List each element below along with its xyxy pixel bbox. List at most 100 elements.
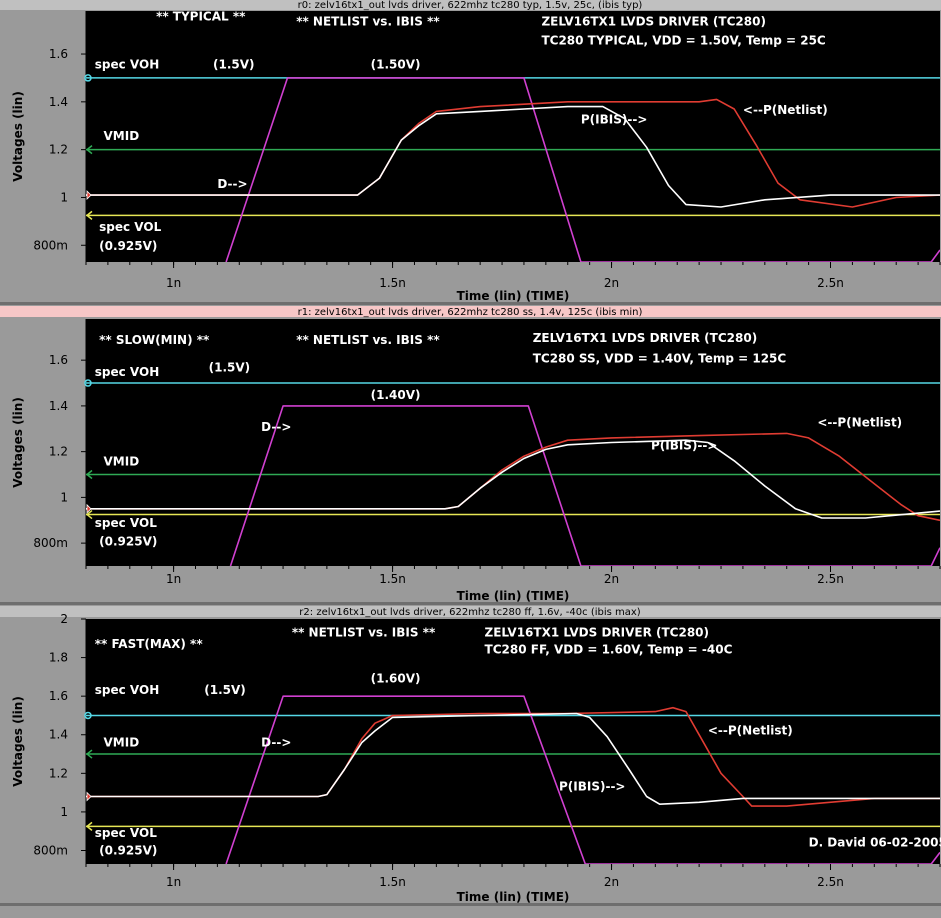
x-tick-label: 1n xyxy=(166,276,181,290)
annotation-text: ** NETLIST vs. IBIS ** xyxy=(296,14,440,28)
annotation-text: VMID xyxy=(104,129,140,143)
plot-area[interactable] xyxy=(86,11,940,262)
annotation-text: P(IBIS)--> xyxy=(651,438,718,452)
y-tick-label: 1.4 xyxy=(49,95,68,109)
x-axis-label: Time (lin) (TIME) xyxy=(457,890,570,904)
y-axis-label: Voltages (lin) xyxy=(11,696,25,787)
trace-start-marker xyxy=(86,190,92,201)
annotation-text: (1.5V) xyxy=(204,683,246,697)
annotation-text: <--P(Netlist) xyxy=(708,724,793,738)
annotation-text: P(IBIS)--> xyxy=(581,112,648,126)
series-line-pibis xyxy=(86,105,940,208)
annotation-text: (1.40V) xyxy=(371,388,421,402)
plot-area[interactable] xyxy=(86,319,940,566)
panel-title-bar[interactable] xyxy=(0,0,941,10)
annotation-text: (1.50V) xyxy=(371,57,421,71)
panel-separator xyxy=(0,903,941,906)
x-tick-label: 1.5n xyxy=(379,875,406,889)
annotation-text: spec VOH xyxy=(95,683,159,697)
series-line-d xyxy=(225,77,940,262)
plot-content xyxy=(86,77,940,262)
annotation-text: P(IBIS)--> xyxy=(559,780,626,794)
annotation-text: (1.60V) xyxy=(371,672,421,686)
x-tick-label: 2.5n xyxy=(817,276,844,290)
y-tick-label: 2 xyxy=(60,612,68,626)
annotation-text: spec VOL xyxy=(99,220,161,234)
annotation-text: spec VOH xyxy=(95,57,159,71)
y-tick-label: 1.6 xyxy=(49,689,68,703)
series-line-pibis xyxy=(86,439,940,519)
y-tick-label: 1.8 xyxy=(49,651,68,665)
panel-separator xyxy=(0,302,941,305)
y-tick-label: 1.2 xyxy=(49,143,68,157)
vmid-marker xyxy=(85,469,93,480)
panel-separator xyxy=(0,602,941,605)
annotation-text: (1.5V) xyxy=(209,361,251,375)
annotation-text: <--P(Netlist) xyxy=(743,103,828,117)
x-tick-label: 2n xyxy=(604,276,619,290)
annotation-text: TC280 TYPICAL, VDD = 1.50V, Temp = 25C xyxy=(541,33,825,47)
x-tick-label: 2n xyxy=(604,572,619,586)
series-line-pibis xyxy=(86,712,940,806)
y-tick-label: 1 xyxy=(60,490,68,504)
series-line-d xyxy=(229,405,940,566)
y-tick-label: 1.2 xyxy=(49,766,68,780)
vmid-marker xyxy=(85,749,93,759)
y-tick-label: 1 xyxy=(60,190,68,204)
annotation-text: ** NETLIST vs. IBIS ** xyxy=(296,333,440,347)
annotation-text: spec VOL xyxy=(95,826,157,840)
plot-content xyxy=(86,695,940,864)
x-tick-label: 1.5n xyxy=(379,572,406,586)
trace-start-marker xyxy=(86,791,92,802)
y-tick-label: 1.6 xyxy=(49,353,68,367)
plot-area[interactable] xyxy=(86,619,940,864)
annotation-text: spec VOH xyxy=(95,365,159,379)
y-axis-label: Voltages (lin) xyxy=(11,91,25,182)
y-axis-label: Voltages (lin) xyxy=(11,397,25,488)
x-tick-label: 2n xyxy=(604,875,619,889)
annotation-text: <--P(Netlist) xyxy=(817,415,902,429)
x-axis-label: Time (lin) (TIME) xyxy=(457,589,570,603)
y-tick-label: 800m xyxy=(33,238,68,252)
chart-panel-1: r1: zelv16tx1_out lvds driver, 622mhz tc… xyxy=(0,306,941,605)
panel-title: r2: zelv16tx1_out lvds driver, 622mhz tc… xyxy=(299,607,641,618)
annotation-text: (0.925V) xyxy=(99,239,157,253)
y-tick-label: 1.2 xyxy=(49,445,68,459)
annotation-text: ** NETLIST vs. IBIS ** xyxy=(292,625,436,639)
x-tick-label: 2.5n xyxy=(817,572,844,586)
annotation-text: (0.925V) xyxy=(99,843,157,857)
x-tick-label: 1n xyxy=(166,875,181,889)
voh-marker xyxy=(84,379,92,387)
vmid-marker xyxy=(85,145,93,155)
panel-title-bar[interactable] xyxy=(0,306,941,317)
annotation-text: D--> xyxy=(217,177,247,191)
annotation-text: D. David 06-02-2005 xyxy=(809,836,941,850)
y-tick-label: 1 xyxy=(60,805,68,819)
voh-marker xyxy=(84,711,92,720)
annotation-text: TC280 FF, VDD = 1.60V, Temp = -40C xyxy=(485,643,733,657)
annotation-text: ** FAST(MAX) ** xyxy=(95,637,204,651)
y-tick-label: 800m xyxy=(33,536,68,550)
annotation-text: spec VOL xyxy=(95,516,157,530)
panel-title-bar[interactable] xyxy=(0,606,941,617)
annotation-text: ** TYPICAL ** xyxy=(156,10,246,24)
annotation-text: ** SLOW(MIN) ** xyxy=(99,333,210,347)
x-tick-label: 1n xyxy=(166,572,181,586)
y-tick-label: 1.4 xyxy=(49,728,68,742)
annotation-text: (1.5V) xyxy=(213,57,255,71)
annotation-text: VMID xyxy=(104,735,140,749)
chart-panel-2: r2: zelv16tx1_out lvds driver, 622mhz tc… xyxy=(0,606,941,906)
x-tick-label: 2.5n xyxy=(817,875,844,889)
annotation-text: D--> xyxy=(261,735,291,749)
plot-content xyxy=(86,382,940,566)
trace-start-marker xyxy=(86,503,92,514)
y-tick-label: 1.6 xyxy=(49,47,68,61)
annotation-text: VMID xyxy=(104,454,140,468)
y-tick-label: 800m xyxy=(33,843,68,857)
vol-marker xyxy=(85,210,93,220)
panel-title: r1: zelv16tx1_out lvds driver, 622mhz tc… xyxy=(298,307,643,318)
y-tick-label: 1.4 xyxy=(49,399,68,413)
vol-marker xyxy=(85,509,93,520)
annotation-text: D--> xyxy=(261,420,291,434)
